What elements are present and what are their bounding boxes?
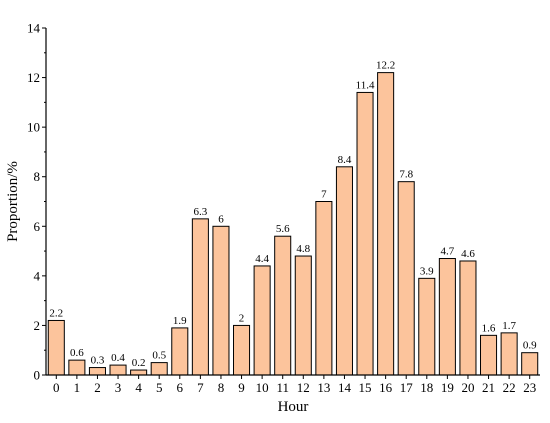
y-tick-label: 2 (34, 318, 41, 333)
x-tick-label: 2 (94, 380, 101, 395)
bar-hour-3 (109, 364, 127, 376)
x-tick-label: 3 (115, 380, 122, 395)
data-label: 0.4 (111, 352, 125, 364)
bar-hour-23 (521, 352, 539, 376)
data-label: 1.7 (502, 320, 516, 332)
data-label: 4.8 (296, 243, 310, 255)
data-label: 0.3 (91, 355, 105, 367)
data-label: 4.6 (461, 248, 475, 260)
data-label: 12.2 (376, 60, 395, 72)
bar-hour-16 (377, 72, 395, 376)
bar-hour-4 (130, 369, 148, 376)
bar-hour-5 (150, 362, 168, 376)
y-tick-label: 14 (27, 21, 41, 36)
x-tick-label: 15 (359, 380, 372, 395)
bars-group (47, 72, 539, 376)
y-tick-label: 12 (27, 70, 40, 85)
x-tick-label: 21 (482, 380, 495, 395)
data-label: 6.3 (194, 206, 208, 218)
data-label: 2 (239, 312, 245, 324)
data-label: 1.9 (173, 315, 187, 327)
x-tick-label: 8 (218, 380, 225, 395)
x-tick-label: 17 (400, 380, 414, 395)
data-label: 2.2 (49, 307, 63, 319)
bar-hour-2 (88, 367, 106, 376)
axes-group: 0 1 2 3 4 5 6 7 8 9 10 11 12 13 14 15 16 17 18 19 20 21 22 2302… (27, 21, 540, 395)
y-tick-label: 6 (34, 219, 41, 234)
x-tick-label: 13 (317, 380, 330, 395)
data-labels-group: 2.2 0.6 0.3 0.4 0.2 0.5 1.9 6.3 6 2 4.4 5.6 4.8 7 8.4 1… (49, 60, 537, 369)
x-tick-label: 6 (177, 380, 184, 395)
x-tick-label: 18 (420, 380, 433, 395)
bar-hour-9 (233, 324, 251, 376)
data-label: 4.7 (441, 246, 455, 258)
data-label: 4.4 (255, 253, 269, 265)
x-tick-label: 4 (135, 380, 142, 395)
data-label: 7 (321, 189, 327, 201)
bar-hour-12 (294, 255, 312, 376)
data-label: 0.2 (132, 357, 146, 369)
data-label: 7.8 (399, 169, 413, 181)
bar-hour-7 (191, 218, 209, 376)
x-tick-label: 14 (338, 380, 352, 395)
x-tick-label: 19 (441, 380, 454, 395)
bar-hour-14 (335, 166, 353, 376)
bar-hour-18 (418, 277, 436, 376)
y-tick-label: 0 (34, 368, 41, 383)
bar-hour-17 (397, 181, 415, 376)
bar-hour-22 (500, 332, 518, 376)
x-tick-label: 9 (238, 380, 245, 395)
bar-hour-6 (171, 327, 189, 376)
bar-hour-1 (68, 359, 86, 376)
x-tick-label: 23 (523, 380, 536, 395)
bar-hour-20 (459, 260, 477, 376)
bar-hour-21 (480, 334, 498, 376)
y-axis-title: Proportion/% (5, 161, 21, 242)
y-tick-label: 10 (27, 120, 40, 135)
bar-hour-10 (253, 265, 271, 376)
x-tick-label: 10 (256, 380, 269, 395)
x-tick-label: 16 (379, 380, 393, 395)
bar-hour-19 (438, 258, 456, 376)
x-tick-label: 12 (297, 380, 310, 395)
data-label: 0.5 (152, 350, 166, 362)
data-label: 0.9 (523, 340, 537, 352)
x-tick-label: 0 (53, 380, 60, 395)
data-label: 8.4 (338, 154, 352, 166)
bar-hour-0 (47, 319, 65, 376)
y-tick-label: 4 (34, 268, 41, 283)
x-tick-label: 20 (461, 380, 474, 395)
x-tick-label: 7 (197, 380, 204, 395)
data-label: 1.6 (482, 322, 496, 334)
y-tick-label: 8 (34, 169, 41, 184)
bar-hour-15 (356, 91, 374, 376)
bar-hour-13 (315, 201, 333, 376)
x-tick-label: 11 (276, 380, 289, 395)
data-label: 6 (218, 213, 224, 225)
x-tick-label: 5 (156, 380, 163, 395)
x-axis-title: Hour (278, 399, 309, 415)
data-label: 0.6 (70, 347, 84, 359)
data-label: 5.6 (276, 223, 290, 235)
bar-hour-11 (274, 235, 292, 376)
data-label: 3.9 (420, 265, 434, 277)
bar-hour-8 (212, 225, 230, 376)
data-label: 11.4 (356, 79, 375, 91)
x-tick-label: 22 (503, 380, 516, 395)
x-tick-label: 1 (74, 380, 81, 395)
